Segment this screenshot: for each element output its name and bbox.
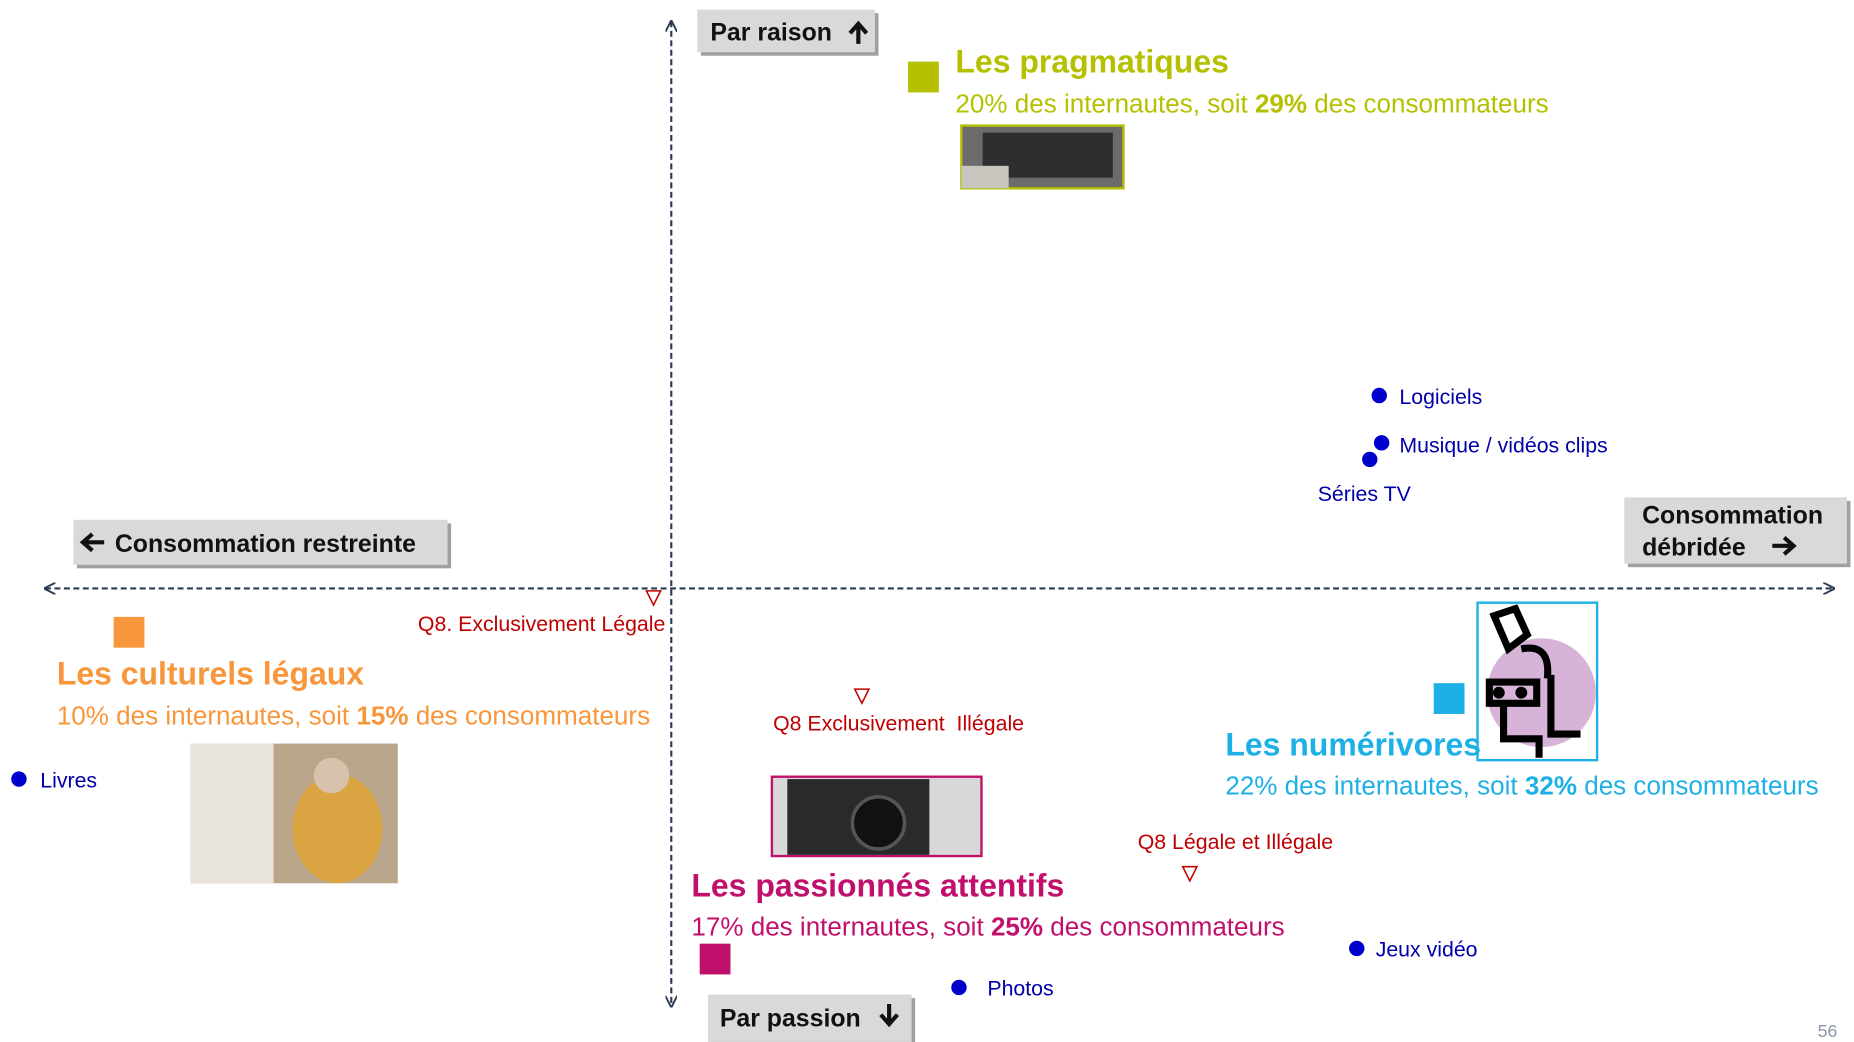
photo-camera — [770, 775, 983, 858]
variable-point: Musique / vidéos clips — [1373, 433, 1608, 457]
label-box — [697, 9, 875, 53]
share-text: 10% des internautes, soit — [57, 701, 357, 731]
point-dot — [1373, 435, 1390, 451]
segment-marker — [113, 616, 145, 648]
segment: Les pragmatiques 20% des internautes, soi… — [908, 43, 1549, 119]
segment-share: 22% des internautes, soit 32% des consom… — [1225, 770, 1818, 800]
icon-detail — [1486, 638, 1596, 748]
share-text: des consommateurs — [1307, 89, 1549, 119]
photo-calculator — [960, 124, 1125, 190]
modality-marker: Q8 Exclusivement Illégale — [773, 688, 1024, 736]
axis-label: Consommation — [1642, 501, 1823, 529]
segment: Les numérivores 22% des internautes, soit… — [1225, 683, 1819, 800]
modality-marker: Q8. Exclusivement Légale — [418, 590, 665, 636]
label-box — [707, 994, 912, 1042]
variable-point: Livres — [11, 768, 97, 792]
arrow-left — [79, 532, 105, 553]
segment: Les culturels légaux 10% des internautes,… — [57, 616, 650, 731]
point-label: Musique / vidéos clips — [1399, 433, 1607, 457]
point-dot — [1371, 387, 1387, 404]
photo-detail — [313, 757, 350, 794]
label-box — [1624, 497, 1847, 564]
axis-label-bottom: Par passion — [707, 994, 916, 1042]
axis-label: Par raison — [710, 18, 832, 46]
segment-title: Les pragmatiques — [955, 43, 1228, 79]
segment-title: Les passionnés attentifs — [691, 867, 1064, 903]
segment-marker — [1433, 683, 1465, 714]
point-label: Photos — [987, 977, 1053, 1001]
share-highlight: 25% — [991, 911, 1043, 941]
axis-label-left: Consommation restreinte — [73, 519, 452, 569]
segment-marker — [908, 61, 939, 93]
share-text: des consommateurs — [1043, 911, 1285, 941]
variable-point: Séries TV — [1318, 451, 1412, 506]
marker-label: Q8 Légale et Illégale — [1138, 830, 1333, 854]
share-text: des consommateurs — [408, 701, 650, 731]
point-label: Logiciels — [1399, 385, 1482, 409]
share-text: 22% des internautes, soit — [1225, 770, 1525, 800]
share-highlight: 15% — [356, 701, 408, 731]
arrow-up — [848, 20, 869, 44]
photo-detail — [850, 795, 907, 851]
point-dot — [1349, 940, 1365, 957]
point-label: Jeux vidéo — [1376, 938, 1478, 962]
segment-share: 10% des internautes, soit 15% des consom… — [57, 701, 650, 731]
axis-label: Par passion — [720, 1005, 861, 1033]
axis-label: Consommation restreinte — [115, 530, 416, 558]
share-text: des consommateurs — [1577, 770, 1819, 800]
photo-detail — [190, 743, 274, 884]
point-dot — [1362, 451, 1378, 468]
label-box — [73, 519, 448, 565]
icon-detail — [1492, 686, 1505, 699]
photo-detail — [961, 165, 1009, 189]
icon-detail — [1515, 686, 1528, 699]
arrow-right — [1772, 536, 1797, 556]
share-highlight: 29% — [1255, 89, 1307, 119]
share-text: 20% des internautes, soit — [955, 89, 1255, 119]
segment-marker — [699, 943, 731, 975]
axis-label: débridée — [1642, 533, 1746, 561]
photo-reader — [190, 743, 398, 884]
axis-label-top: Par raison — [697, 9, 879, 56]
share-highlight: 32% — [1525, 770, 1577, 800]
page-number: 56 — [1818, 1021, 1838, 1041]
point-dot — [951, 979, 967, 996]
point-label: Séries TV — [1318, 482, 1412, 506]
photo-detail — [292, 774, 383, 884]
marker-triangle — [853, 688, 871, 706]
segment-share: 17% des internautes, soit 25% des consom… — [691, 911, 1284, 941]
variable-point: Photos — [951, 977, 1054, 1001]
icon-scientist — [1476, 601, 1599, 762]
point-label: Livres — [40, 768, 97, 792]
variable-point: Logiciels — [1371, 385, 1482, 409]
axis-label-right: Consommation débridée — [1624, 497, 1851, 568]
arrow-down — [879, 1004, 899, 1028]
variable-point: Jeux vidéo — [1349, 938, 1478, 962]
segment-title: Les culturels légaux — [57, 655, 364, 691]
marker-triangle — [1181, 865, 1199, 883]
segment: Les passionnés attentifs 17% des internau… — [691, 867, 1285, 975]
icon-detail — [1485, 604, 1581, 758]
segment-title: Les numérivores — [1225, 726, 1481, 762]
segment-share: 20% des internautes, soit 29% des consom… — [955, 89, 1548, 119]
share-text: 17% des internautes, soit — [691, 911, 991, 941]
modality-marker: Q8 Légale et Illégale — [1138, 830, 1333, 883]
marker-label: Q8. Exclusivement Légale — [418, 612, 665, 636]
marker-label: Q8 Exclusivement Illégale — [773, 712, 1024, 736]
marker-triangle — [645, 590, 662, 607]
point-dot — [11, 771, 27, 787]
